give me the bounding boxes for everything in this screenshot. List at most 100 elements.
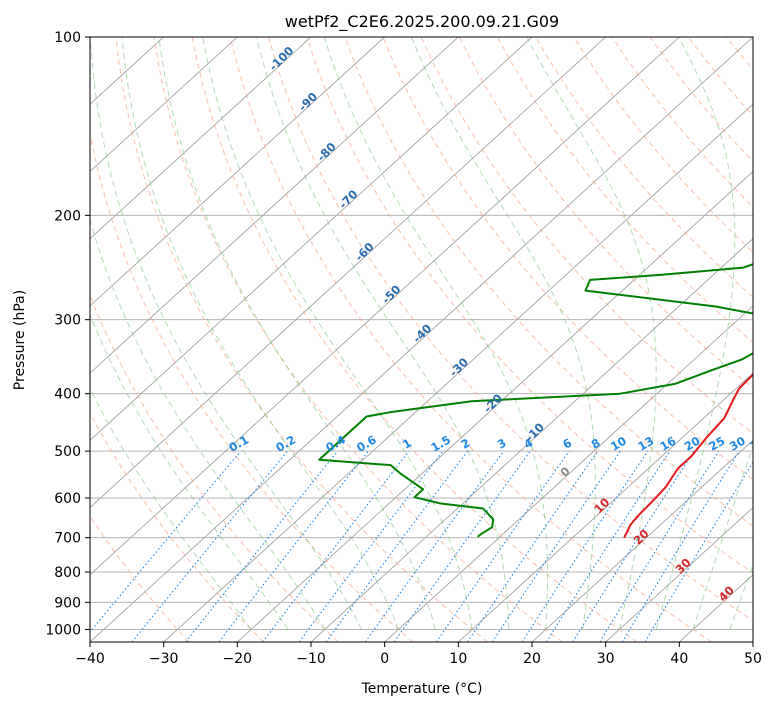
y-tick-label: 600: [54, 491, 81, 507]
mixing-ratio-line: [364, 450, 505, 642]
y-tick-label: 900: [54, 595, 81, 611]
mixing-ratio-line: [572, 450, 695, 642]
y-tick-label: 700: [54, 531, 81, 547]
dry-adiabat: [726, 37, 753, 71]
dry-adiabat: [573, 37, 753, 253]
plot-frame: [89, 36, 754, 643]
isoline-labels: 0.1 0.2 0.4 0.6 1 1.5 2 3 4 6 8 10 13 16 20 25 30 36-100-…: [226, 44, 769, 605]
mixing-ratio-label: 36: [748, 434, 769, 454]
dry-adiabat: [90, 412, 264, 642]
mixing-ratio-label: 30: [727, 434, 748, 454]
x-tick-label: −30: [149, 651, 179, 667]
dry-adiabat: [649, 37, 753, 163]
isotherm-label: -60: [352, 240, 377, 265]
x-tick-label: −10: [296, 651, 326, 667]
isotherm-line: [90, 37, 312, 240]
x-tick-label: 50: [744, 651, 762, 667]
isotherm-line: [90, 37, 533, 441]
y-axis-ticks: 100 200 300 400 500 600 700 800 900 1000: [45, 30, 90, 638]
isotherm-label: -80: [314, 140, 339, 165]
mixing-ratio-line: [545, 450, 671, 642]
dry-adiabat: [458, 37, 753, 389]
isotherm-label: -50: [379, 282, 404, 307]
mixing-ratio-line: [90, 450, 242, 633]
moist-adiabat: [90, 313, 289, 630]
isotherm-label: -20: [481, 391, 506, 416]
x-tick-label: 20: [523, 651, 541, 667]
mixing-ratio-label: 20: [682, 434, 703, 454]
data-series: [318, 263, 753, 539]
moist-adiabat: [526, 37, 657, 630]
moist-adiabat: [90, 218, 326, 630]
dry-adiabat: [765, 37, 775, 642]
isotherm-line: [90, 37, 606, 509]
profile-line: [318, 263, 753, 538]
isotherm-line: [90, 37, 238, 172]
mixing-ratio-line: [644, 461, 753, 642]
mixing-ratio-label: 16: [657, 434, 678, 454]
mixing-ratio-line: [298, 450, 444, 642]
isotherm-line: [458, 372, 753, 642]
mixing-ratio-label: 8: [589, 436, 603, 452]
mixing-ratio-line: [621, 450, 740, 642]
x-axis-ticks: −40 −30 −20 −10 0 10 20 30 40 50: [75, 642, 762, 667]
mixing-ratio-line: [218, 450, 369, 642]
x-tick-label: 0: [380, 651, 389, 667]
mixing-ratio-line: [521, 450, 649, 642]
dry-adiabat: [153, 37, 563, 642]
y-tick-label: 800: [54, 565, 81, 581]
isotherm-label: -40: [410, 321, 435, 346]
moist-adiabat: [323, 37, 548, 630]
plot-area: 0.1 0.2 0.4 0.6 1 1.5 2 3 4 6 8 10 13 16 20 25 30 36-100-…: [90, 37, 775, 642]
moist-adiabat-label: 0: [557, 464, 573, 480]
moist-adiabat: [655, 37, 736, 630]
mixing-ratio-label: 13: [635, 434, 656, 454]
mixing-ratio-line: [131, 450, 289, 642]
isotherm-line: [163, 103, 753, 642]
y-tick-label: 1000: [45, 622, 81, 638]
dry-adiabat: [611, 37, 753, 208]
isotherm-line: [90, 37, 680, 576]
isotherm-line: [752, 641, 753, 642]
isotherm-label: -90: [296, 89, 321, 114]
moist-adiabat: [121, 37, 399, 630]
mixing-ratio-line: [262, 450, 410, 642]
isotherm-line: [90, 37, 385, 307]
dry-adiabat: [90, 131, 414, 642]
dry-adiabat: [191, 37, 638, 642]
mixing-ratio-label: 2: [459, 436, 473, 452]
x-tick-label: 40: [670, 651, 688, 667]
y-tick-label: 300: [54, 313, 81, 329]
x-axis-label: Temperature (°C): [361, 681, 483, 697]
y-axis-label: Pressure (hPa): [12, 290, 28, 390]
dry-adiabat: [344, 37, 753, 527]
moist-adiabat-label: 20: [630, 526, 651, 547]
isotherm-line: [237, 170, 753, 642]
background-lines: [90, 37, 775, 642]
dry-adiabat: [115, 37, 488, 642]
moist-adiabat-label: 40: [716, 583, 737, 604]
moist-adiabat: [729, 563, 753, 630]
mixing-ratio-line: [185, 450, 339, 642]
dry-adiabat: [496, 37, 753, 344]
mixing-ratio-line: [599, 450, 720, 642]
moist-adiabat: [90, 37, 363, 630]
dry-adiabat: [306, 37, 753, 574]
moist-adiabat: [767, 37, 775, 629]
moist-adiabat: [256, 37, 510, 630]
profile-line: [623, 373, 753, 539]
isotherm-line: [90, 37, 459, 374]
mixing-ratio-label: 10: [608, 434, 629, 454]
x-tick-label: 30: [597, 651, 615, 667]
mixing-ratio-line: [393, 450, 531, 642]
y-tick-label: 200: [54, 208, 81, 224]
dry-adiabat: [90, 515, 190, 642]
dry-adiabat: [268, 37, 753, 622]
moist-adiabat: [692, 443, 753, 630]
dry-adiabat: [90, 293, 339, 642]
mixing-ratio-line: [435, 450, 570, 642]
chart-title: wetPf2_C2E6.2025.200.09.21.G09: [285, 12, 559, 32]
x-tick-label: −40: [75, 651, 105, 667]
y-tick-label: 100: [54, 30, 81, 46]
